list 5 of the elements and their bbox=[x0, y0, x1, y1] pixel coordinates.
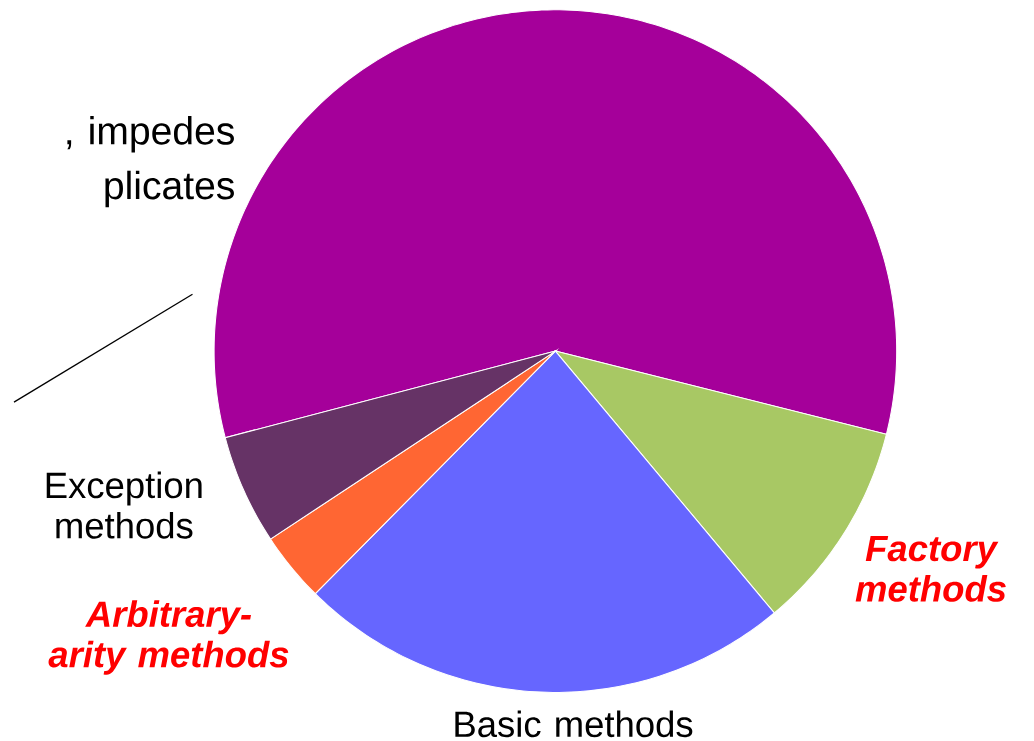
slice-label: Arbitrary-arity methods bbox=[48, 600, 289, 675]
text: , impedes plicates bbox=[67, 115, 234, 207]
slice-label: Exception methods bbox=[46, 471, 202, 539]
slice-label: Basic methods bbox=[455, 710, 693, 737]
slice-label: Factory methods bbox=[855, 535, 1006, 602]
